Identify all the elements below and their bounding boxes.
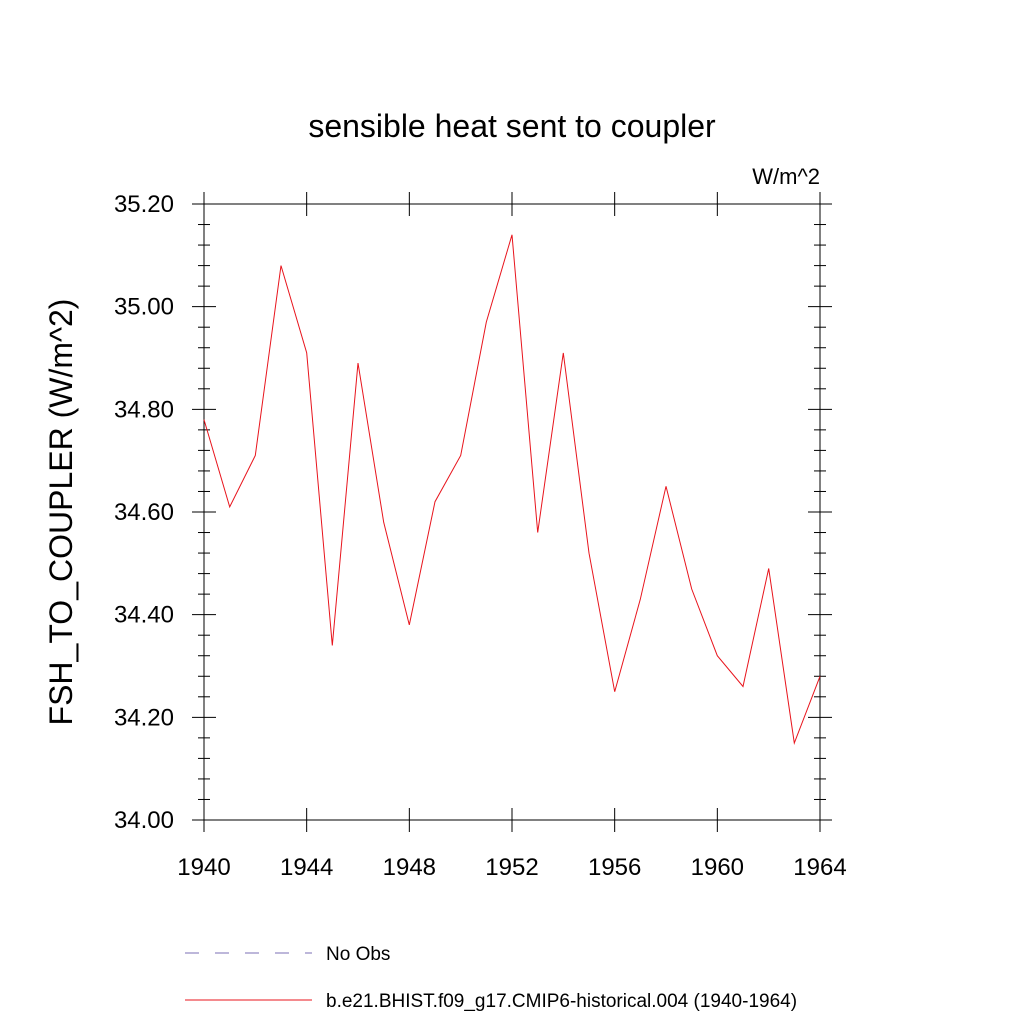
legend-label: b.e21.BHIST.f09_g17.CMIP6-historical.004…: [326, 991, 797, 1012]
y-tick-label: 35.00: [114, 294, 174, 321]
legend: No Obs b.e21.BHIST.f09_g17.CMIP6-historic…: [185, 944, 797, 1012]
units-label: W/m^2: [752, 164, 820, 189]
y-axis-label: FSH_TO_COUPLER (W/m^2): [43, 299, 79, 726]
x-tick-labels: 1940 1944 1948 1952 1956 1960 1964: [177, 854, 846, 881]
y-tick-label: 34.60: [114, 499, 174, 526]
y-tick-label: 34.00: [114, 807, 174, 834]
minor-ticks: [198, 224, 826, 800]
legend-label: No Obs: [326, 944, 390, 965]
x-tick-label: 1956: [588, 854, 641, 881]
chart-title: sensible heat sent to coupler: [308, 108, 716, 144]
x-tick-label: 1948: [383, 854, 436, 881]
y-tick-label: 34.20: [114, 704, 174, 731]
x-tick-label: 1964: [793, 854, 846, 881]
y-tick-label: 34.80: [114, 396, 174, 423]
x-tick-label: 1960: [691, 854, 744, 881]
x-tick-label: 1940: [177, 854, 230, 881]
x-tick-label: 1944: [280, 854, 333, 881]
y-tick-label: 35.20: [114, 191, 174, 218]
y-tick-label: 34.40: [114, 602, 174, 629]
plot-frame: [203, 203, 821, 821]
y-tick-labels: 34.00 34.20 34.40 34.60 34.80 35.00 35.20: [114, 191, 174, 834]
series-points: [203, 234, 821, 744]
x-tick-label: 1952: [485, 854, 538, 881]
series-line: [203, 234, 821, 745]
